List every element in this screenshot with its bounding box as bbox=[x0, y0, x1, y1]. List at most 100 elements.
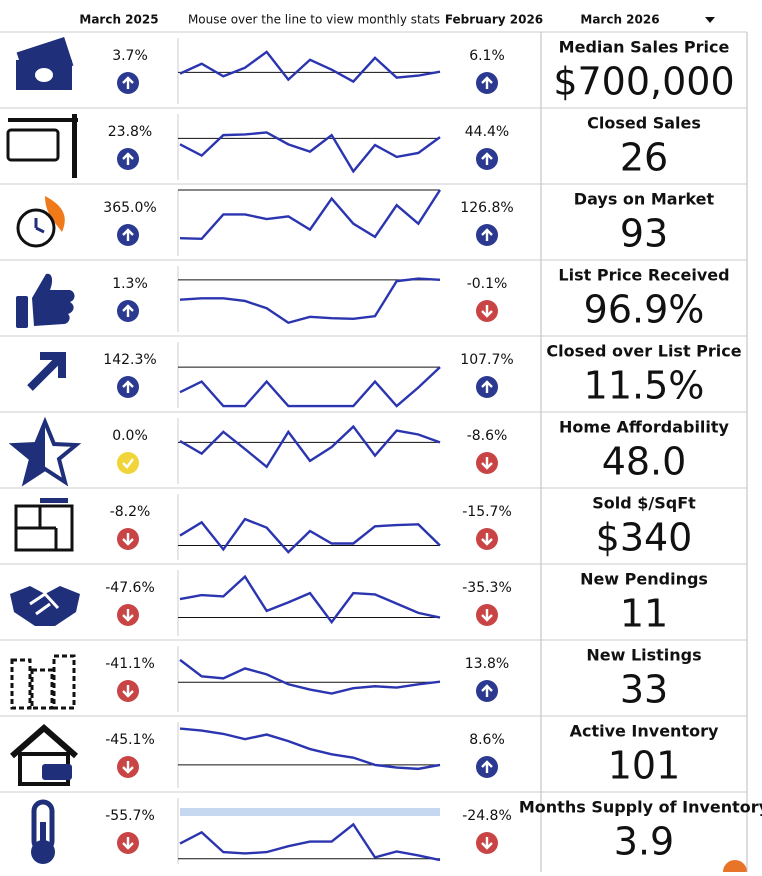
metric-value: 33 bbox=[620, 668, 668, 712]
metric-label: New Pendings bbox=[580, 570, 708, 589]
last-arrow-glyph bbox=[481, 76, 493, 89]
icon bbox=[10, 724, 78, 786]
icon bbox=[14, 498, 74, 552]
metric-label: Sold $/SqFt bbox=[592, 494, 696, 513]
sparkline[interactable] bbox=[179, 131, 441, 174]
prev-change: -45.1% bbox=[105, 732, 155, 748]
last-change: 13.8% bbox=[465, 656, 509, 672]
icon bbox=[6, 128, 60, 162]
icon bbox=[10, 724, 78, 759]
prev-change: 1.3% bbox=[112, 276, 148, 292]
metric-label: List Price Received bbox=[558, 266, 729, 285]
last-arrow-glyph bbox=[481, 305, 493, 318]
icon bbox=[32, 273, 75, 326]
last-change: -0.1% bbox=[467, 276, 508, 292]
col-header: March 2025 bbox=[79, 13, 158, 27]
metric-label: Months Supply of Inventory bbox=[519, 798, 762, 817]
sparkline[interactable] bbox=[179, 189, 442, 241]
prev-arrow-glyph bbox=[122, 533, 134, 546]
metric-value: 96.9% bbox=[584, 288, 705, 332]
metric-value: $700,000 bbox=[553, 60, 734, 104]
sparkline[interactable] bbox=[179, 277, 441, 325]
prev-arrow-glyph bbox=[122, 380, 134, 393]
sparkline[interactable] bbox=[179, 366, 441, 408]
icon bbox=[27, 352, 66, 391]
sparkline[interactable] bbox=[179, 517, 441, 554]
prev-change: 0.0% bbox=[112, 428, 148, 444]
last-arrow-glyph bbox=[481, 228, 493, 241]
metric-value: 26 bbox=[620, 136, 668, 180]
last-change: 6.1% bbox=[469, 48, 505, 64]
last-change: 44.4% bbox=[465, 124, 509, 140]
icon bbox=[16, 273, 75, 328]
last-change: -24.8% bbox=[462, 808, 512, 824]
last-arrow-glyph bbox=[481, 152, 493, 165]
prev-arrow-glyph bbox=[122, 685, 134, 698]
icon bbox=[10, 654, 76, 710]
prev-arrow-glyph bbox=[122, 228, 134, 241]
last-arrow-glyph bbox=[481, 609, 493, 622]
icon bbox=[27, 352, 66, 391]
last-change: -15.7% bbox=[462, 504, 512, 520]
metric-label: New Listings bbox=[586, 646, 701, 665]
metric-value: 11 bbox=[620, 592, 668, 636]
prev-arrow-glyph bbox=[122, 458, 134, 469]
icon bbox=[52, 654, 76, 710]
icon bbox=[42, 764, 72, 780]
metric-label: Closed over List Price bbox=[546, 342, 741, 361]
last-arrow-glyph bbox=[481, 760, 493, 773]
icon bbox=[29, 592, 60, 616]
col-header: February 2026 bbox=[445, 13, 543, 27]
prev-change: 23.8% bbox=[108, 124, 152, 140]
metric-value: 93 bbox=[620, 212, 668, 256]
dropdown-arrow[interactable] bbox=[705, 17, 715, 23]
last-change: -35.3% bbox=[462, 580, 512, 596]
prev-change: -47.6% bbox=[105, 580, 155, 596]
period-select[interactable]: March 2026 bbox=[580, 13, 659, 27]
metric-value: 101 bbox=[608, 744, 681, 788]
icon bbox=[14, 422, 45, 482]
prev-arrow-glyph bbox=[122, 837, 134, 850]
sparkline[interactable] bbox=[179, 822, 441, 862]
icon bbox=[30, 668, 54, 710]
prev-change: 365.0% bbox=[103, 200, 156, 216]
icon bbox=[10, 586, 80, 626]
sparkline[interactable] bbox=[179, 658, 441, 695]
last-change: 8.6% bbox=[469, 732, 505, 748]
sparkline[interactable] bbox=[179, 727, 441, 771]
prev-change: 142.3% bbox=[103, 352, 156, 368]
prev-arrow-glyph bbox=[122, 152, 134, 165]
icon bbox=[6, 114, 78, 178]
metric-label: Closed Sales bbox=[587, 114, 701, 133]
icon bbox=[34, 218, 45, 234]
range-band bbox=[180, 808, 440, 816]
prev-arrow-glyph bbox=[122, 76, 134, 89]
sparkline[interactable] bbox=[179, 574, 441, 625]
instructions: Mouse over the line to view monthly stat… bbox=[188, 13, 440, 27]
last-arrow-glyph bbox=[481, 533, 493, 546]
metric-value: 11.5% bbox=[584, 364, 705, 408]
last-arrow-glyph bbox=[481, 837, 493, 850]
last-arrow-glyph bbox=[481, 684, 493, 697]
last-change: 126.8% bbox=[460, 200, 513, 216]
prev-change: -8.2% bbox=[110, 504, 151, 520]
metric-value: 3.9 bbox=[614, 820, 674, 864]
icon bbox=[72, 114, 77, 178]
sparkline[interactable] bbox=[179, 50, 441, 84]
icon bbox=[16, 196, 65, 248]
icon bbox=[16, 296, 28, 328]
prev-change: 3.7% bbox=[112, 48, 148, 64]
icon bbox=[31, 799, 55, 864]
last-arrow-glyph bbox=[481, 457, 493, 470]
prev-arrow-glyph bbox=[122, 304, 134, 317]
icon bbox=[40, 822, 46, 852]
icon bbox=[10, 658, 32, 710]
prev-arrow-glyph bbox=[122, 609, 134, 622]
icon bbox=[40, 498, 68, 503]
metric-label: Active Inventory bbox=[570, 722, 719, 741]
metric-label: Home Affordability bbox=[559, 418, 730, 437]
sparkline[interactable] bbox=[179, 424, 441, 469]
metric-value: $340 bbox=[596, 516, 693, 560]
